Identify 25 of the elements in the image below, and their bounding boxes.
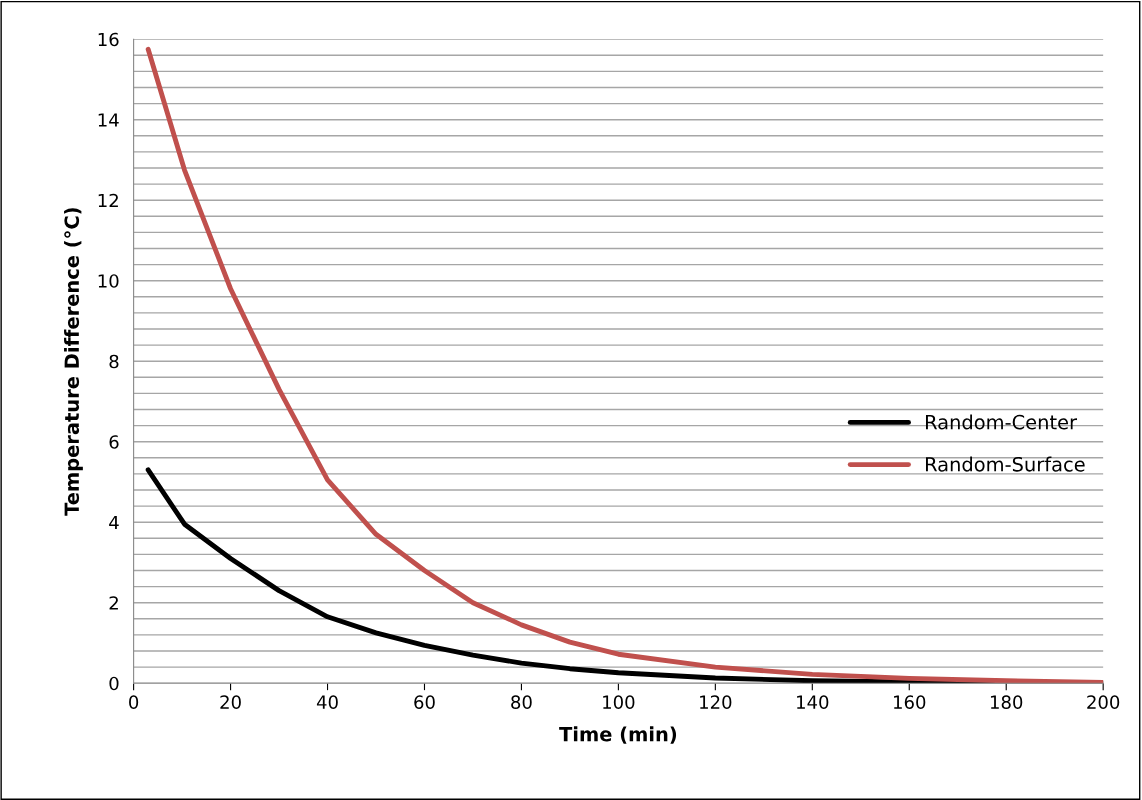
y-tick-label: 10 — [98, 274, 119, 288]
x-tick-label: 160 — [894, 695, 926, 709]
y-tick-label: 4 — [109, 515, 119, 530]
x-tick-label: 140 — [797, 695, 829, 709]
x-tick-label: 180 — [990, 695, 1023, 709]
y-tick-label: 0 — [109, 676, 119, 691]
line-series — [145, 46, 1104, 684]
x-axis-title: Time (min) — [559, 726, 677, 744]
x-tick-label: 0 — [129, 695, 139, 709]
legend-label: Random-Surface — [925, 456, 1085, 472]
y-tick-label: 8 — [109, 354, 119, 369]
y-tick-label: 2 — [109, 596, 118, 610]
x-tick-label: 40 — [316, 695, 338, 709]
x-tick-label: 200 — [1087, 695, 1120, 709]
y-tick-label: 12 — [98, 193, 118, 208]
y-tick-label: 14 — [98, 113, 119, 127]
y-axis-title: Temperature Difference (°C) — [64, 208, 83, 516]
legend-label: Random-Center — [925, 414, 1078, 430]
x-tick-label: 20 — [220, 695, 241, 709]
x-tick-label: 100 — [603, 695, 635, 709]
y-tick-label: 16 — [98, 32, 119, 47]
x-tick-label: 80 — [511, 695, 532, 709]
y-tick-label: 6 — [109, 435, 119, 449]
x-tick-label: 60 — [414, 695, 435, 709]
x-tick-label: 120 — [700, 695, 732, 709]
